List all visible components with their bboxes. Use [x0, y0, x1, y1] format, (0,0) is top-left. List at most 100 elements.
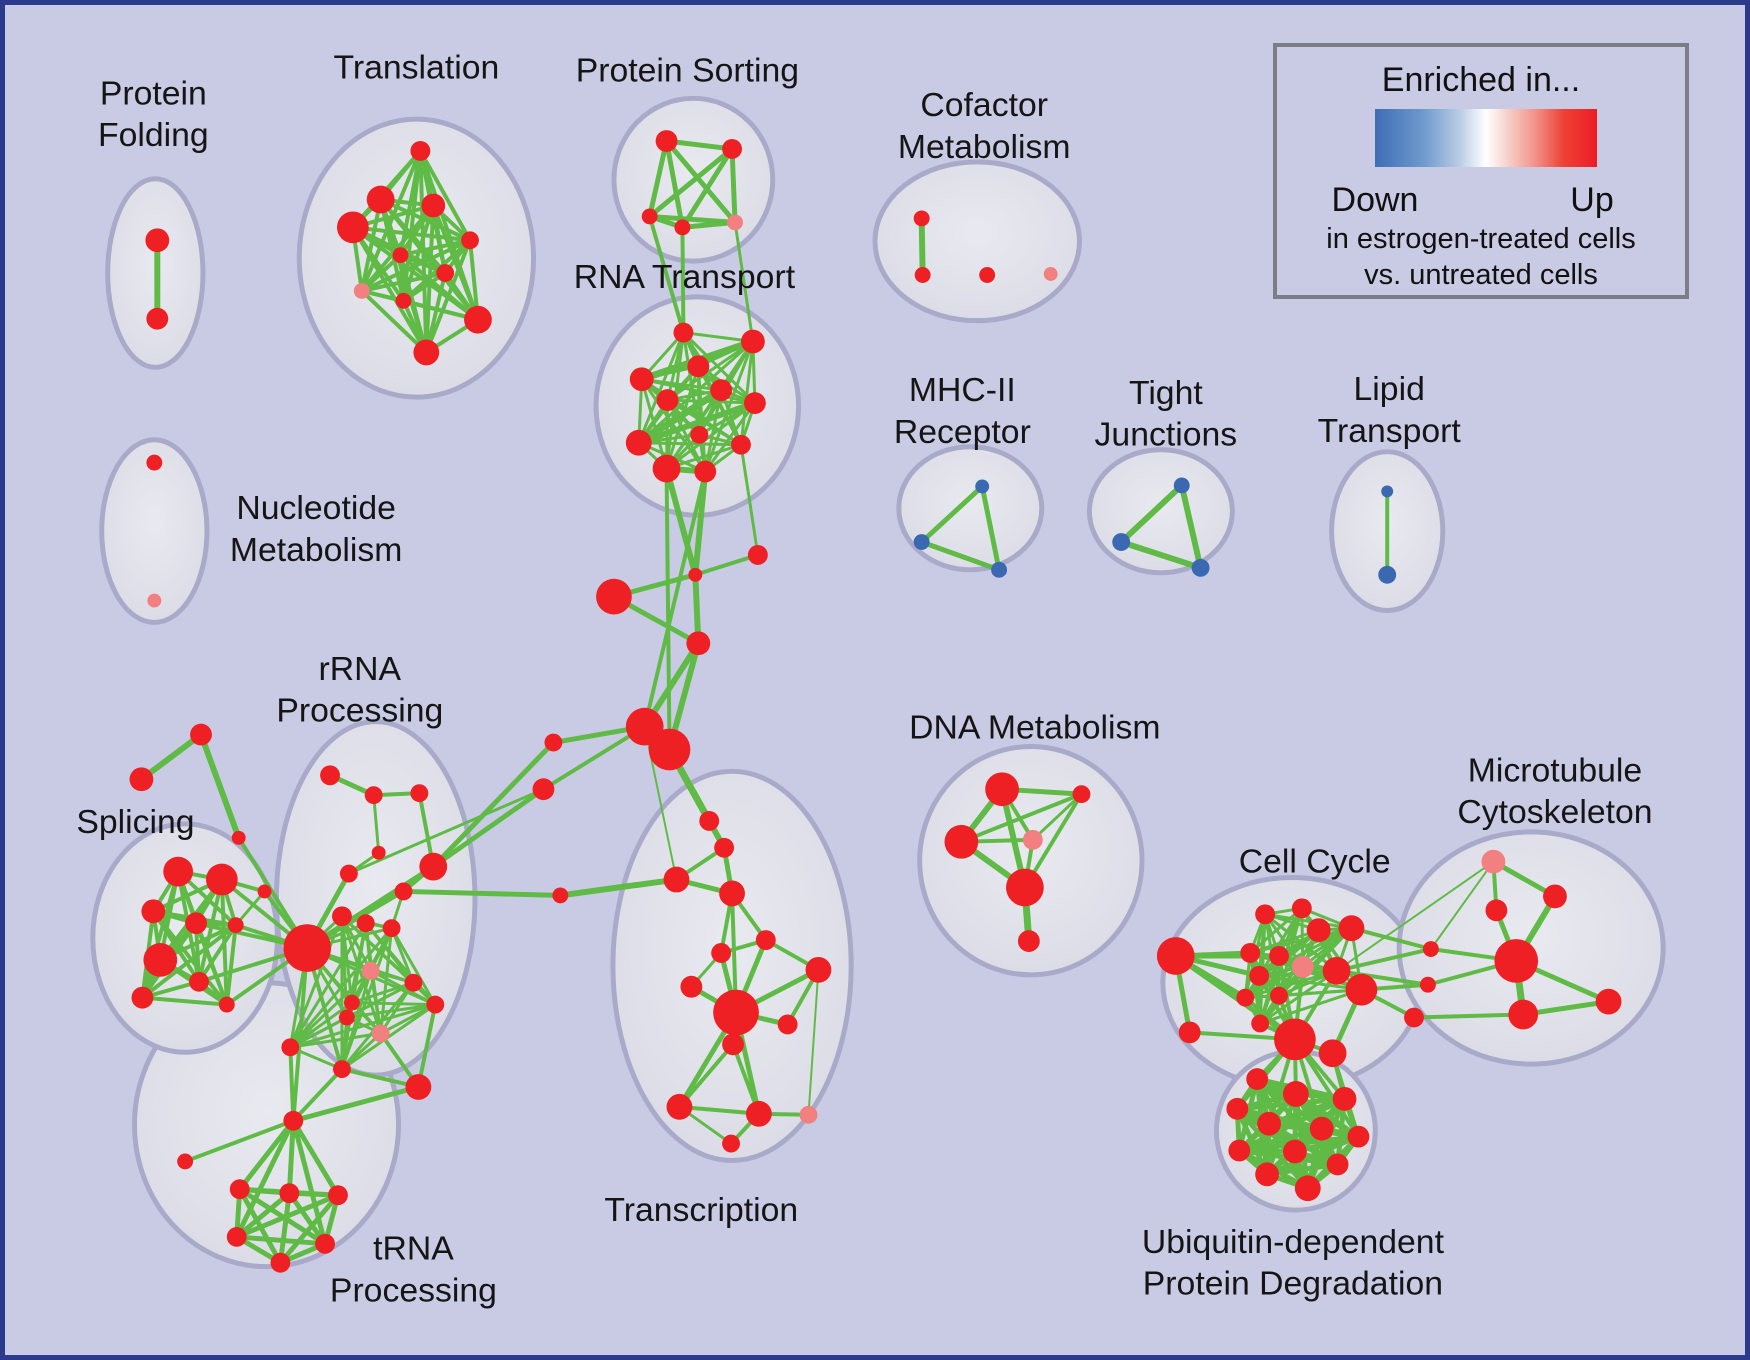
- cluster-label-mhc-ii-receptor: Receptor: [894, 413, 1031, 451]
- cluster-label-protein-folding: Folding: [98, 116, 209, 154]
- cluster-ellipse-mhc-ii-receptor: [896, 444, 1045, 573]
- network-edge: [237, 1118, 296, 1192]
- cluster-label-translation: Translation: [334, 48, 500, 86]
- network-node-mt2: [1543, 884, 1567, 909]
- network-node-rrc2: [394, 882, 413, 901]
- network-edge: [430, 740, 556, 870]
- network-edge: [1178, 482, 1204, 571]
- network-node-tr10: [464, 305, 492, 334]
- network-node-tj3: [1191, 558, 1210, 577]
- network-edge: [637, 388, 723, 445]
- network-edge: [234, 1118, 296, 1240]
- network-edge: [339, 1067, 421, 1089]
- network-node-cc3: [1291, 898, 1312, 919]
- network-edge: [637, 331, 685, 445]
- network-node-tj2: [1112, 533, 1131, 551]
- network-edge: [286, 1190, 328, 1247]
- network-node-rrp: [405, 1074, 432, 1100]
- network-edge: [647, 138, 670, 219]
- network-node-mt8: [1419, 976, 1436, 993]
- network-edge: [1412, 1012, 1526, 1020]
- legend-title: Enriched in...: [1381, 61, 1581, 99]
- network-edge: [197, 923, 238, 984]
- network-node-rt11: [652, 454, 681, 483]
- network-node-spt2: [129, 767, 154, 792]
- network-edge: [372, 793, 381, 855]
- network-edge: [359, 148, 423, 293]
- network-edge: [647, 146, 735, 219]
- network-node-ps4: [674, 219, 691, 236]
- network-node-ub2: [1246, 1068, 1269, 1090]
- cluster-label-cofactor-metabolism: Metabolism: [898, 128, 1071, 166]
- network-node-sp2: [205, 863, 238, 896]
- network-node-rrk: [343, 994, 360, 1011]
- network-node-tc11: [777, 1014, 798, 1035]
- cluster-label-lipid-transport: Transport: [1318, 412, 1462, 450]
- network-node-lt1: [1381, 485, 1394, 498]
- cluster-label-tight-junctions: Tight: [1129, 374, 1203, 412]
- network-edge: [345, 1003, 437, 1019]
- network-edge: [198, 731, 242, 841]
- network-edge: [288, 1016, 349, 1049]
- network-node-spt1: [190, 723, 212, 746]
- network-edge: [693, 552, 760, 577]
- network-node-cm3: [979, 267, 996, 283]
- network-node-ch1: [688, 567, 703, 582]
- cluster-label-trna-processing: tRNA: [373, 1230, 454, 1268]
- cluster-label-nucleotide-metabolism: Nucleotide: [236, 489, 395, 527]
- cluster-label-microtubule-cytoskeleton: Microtubule: [1468, 751, 1642, 789]
- network-node-cc9: [1249, 965, 1270, 986]
- network-edge: [398, 253, 480, 322]
- cluster-label-lipid-transport: Lipid: [1354, 370, 1425, 408]
- network-edge: [140, 995, 229, 1007]
- network-node-rrq: [281, 1038, 300, 1057]
- network-node-rt8: [690, 425, 709, 444]
- network-edge: [692, 468, 709, 578]
- network-edge: [359, 253, 403, 293]
- network-node-rrm: [338, 1009, 355, 1026]
- network-node-sp1: [163, 856, 194, 887]
- network-node-tr9: [395, 292, 412, 309]
- network-node-dm1: [985, 772, 1019, 807]
- network-node-tc9: [680, 975, 703, 998]
- cluster-label-trna-processing: Processing: [330, 1271, 497, 1309]
- network-node-ub12: [1255, 1162, 1280, 1187]
- network-node-rrb: [364, 786, 383, 805]
- network-edge: [288, 1001, 354, 1049]
- network-node-sp10: [257, 884, 272, 899]
- network-edge: [733, 220, 755, 343]
- network-node-tc2: [714, 837, 735, 858]
- network-edge: [401, 888, 563, 898]
- network-node-ch8: [532, 778, 555, 801]
- network-node-tn4: [226, 1226, 247, 1247]
- network-node-tr11: [413, 339, 440, 366]
- network-node-cc14: [1178, 1021, 1201, 1044]
- network-edge: [347, 787, 545, 876]
- network-node-tc13: [666, 1093, 693, 1120]
- network-node-cc1: [1156, 937, 1195, 975]
- network-node-cm4: [1043, 267, 1058, 281]
- network-node-lt2: [1378, 565, 1397, 584]
- network-edge: [291, 1067, 344, 1123]
- network-node-tr8: [353, 282, 370, 299]
- network-node-ps2: [722, 139, 742, 159]
- network-edge: [979, 483, 1002, 573]
- network-node-mh2: [913, 534, 930, 550]
- network-edge: [1335, 860, 1495, 972]
- cluster-ellipse-cofactor-metabolism: [872, 159, 1082, 324]
- network-edge: [234, 1190, 292, 1240]
- legend-down-label: Down: [1331, 181, 1419, 219]
- network-node-tc12: [722, 1033, 744, 1056]
- network-node-tc8: [805, 956, 832, 983]
- network-edge: [1243, 969, 1339, 1000]
- network-node-tc14: [745, 1100, 772, 1127]
- network-edge: [288, 921, 368, 1049]
- network-edge: [677, 1104, 761, 1116]
- network-edge: [424, 271, 448, 355]
- network-node-ps1: [655, 130, 678, 152]
- network-node-ch4: [686, 631, 711, 656]
- network-node-mh3: [991, 561, 1008, 578]
- network-edge: [350, 981, 415, 1005]
- network-edge: [1118, 482, 1185, 545]
- network-edge: [140, 869, 181, 1000]
